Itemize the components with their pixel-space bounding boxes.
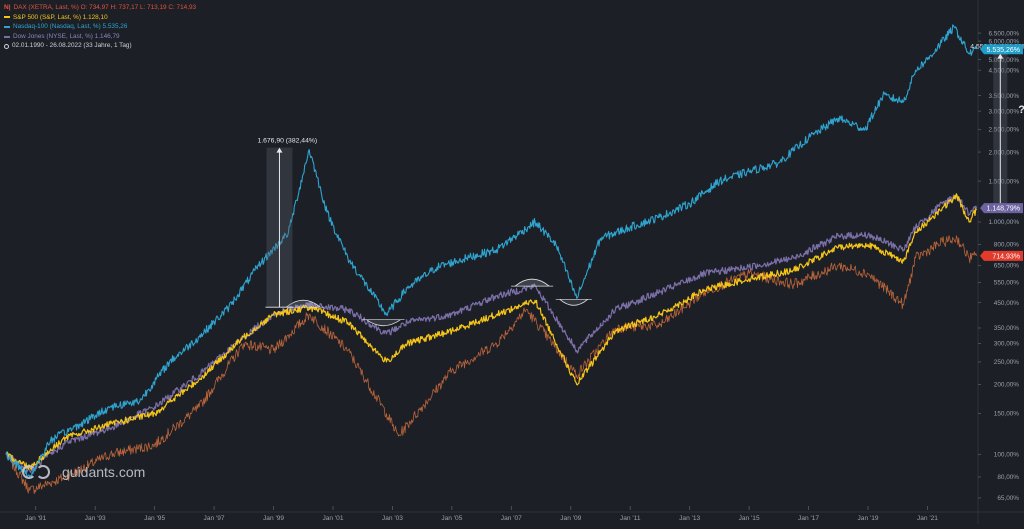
y-tick-label: 650,00% [994, 263, 1020, 270]
y-tick-label: 200,00% [994, 382, 1020, 389]
y-tick-label: 80,00% [997, 474, 1019, 481]
watermark: guidants.com [22, 462, 145, 482]
legend-item-dax[interactable]: N| DAX (XETRA, Last, %) O: 734,97 H: 737… [4, 3, 196, 13]
clock-icon [4, 43, 9, 49]
legend-nasdaq-label: Nasdaq-100 (Nasdaq, Last, %) 5.535,26 [13, 23, 128, 31]
y-tick-label: 65,00% [997, 495, 1019, 502]
x-tick-label: Jan '17 [798, 515, 819, 522]
dow-value-badge: 1.148,79% [980, 203, 1023, 214]
y-axis: 6.000,00%6.500,00% 5.000,00% 4.500,00% 3.50… [978, 30, 1019, 502]
arrow-up-icon [997, 53, 1004, 59]
x-tick-label: Jan '13 [679, 515, 700, 522]
x-tick-label: Jan '93 [85, 515, 106, 522]
y-tick-label: 350,00% [994, 325, 1020, 332]
y-tick-label: 800,00% [994, 242, 1020, 249]
legend-sp500-label: S&P 500 (S&P, Last, %) 1.128,10 [13, 13, 108, 21]
question-marks: ?? [1018, 104, 1024, 116]
dax-logo-icon: N| [4, 4, 11, 11]
y-tick-label: 100,00% [994, 452, 1020, 459]
x-tick-label: Jan '91 [25, 515, 46, 522]
dax-value-badge-bg [980, 250, 1023, 261]
dow-swatch-icon [4, 35, 10, 38]
guidants-logo-icon [22, 462, 56, 482]
dow-value-badge-text: 1.148,79% [987, 206, 1020, 213]
nasdaq-swatch-icon [4, 25, 10, 28]
y-tick-label: 450,00% [994, 300, 1020, 307]
sp500-swatch-icon [4, 16, 10, 19]
x-tick-label: Jan '95 [144, 515, 165, 522]
y-tick-label: 2.500,00% [988, 127, 1019, 134]
y-tick-label: 3.000,00% [988, 108, 1019, 115]
legend: N| DAX (XETRA, Last, %) O: 734,97 H: 737… [4, 3, 196, 51]
y-tick-label: 4.500,00% [988, 67, 1019, 74]
y-tick-label: 2.000,00% [988, 149, 1019, 156]
legend-dow-label: Dow Jones (NYSE, Last, %) 1.146,79 [13, 32, 120, 40]
dax-value-badge: 714,93% [980, 250, 1023, 261]
y-tick-label: 300,00% [994, 341, 1020, 348]
y-tick-label: 150,00% [994, 411, 1020, 418]
dax-series-line [5, 235, 977, 494]
x-tick-label: Jan '05 [441, 515, 462, 522]
x-tick-label: Jan '03 [382, 515, 403, 522]
y-tick-label: 1.000,00% [988, 219, 1019, 226]
nasdaq-series-line [5, 24, 978, 478]
sp500-series-line [5, 193, 978, 470]
nasdaq-value-badge: 5.535,26% [980, 44, 1023, 55]
x-tick-label: Jan '99 [263, 515, 284, 522]
legend-range-label: 02.01.1990 - 26.08.2022 (33 Jahre, 1 Tag… [12, 42, 132, 50]
x-tick-label: Jan '07 [501, 515, 522, 522]
x-tick-label: Jan '97 [204, 515, 225, 522]
watermark-text: guidants.com [62, 464, 146, 480]
legend-item-nasdaq[interactable]: Nasdaq-100 (Nasdaq, Last, %) 5.535,26 [4, 22, 196, 32]
annotation-arc-2000 [285, 299, 321, 308]
legend-item-dow[interactable]: Dow Jones (NYSE, Last, %) 1.146,79 [4, 32, 196, 42]
nasdaq-value-badge-text: 5.535,26% [987, 47, 1020, 54]
measure-label-left: 1.676,90 (382,44%) [257, 138, 317, 145]
x-tick-label: Jan '19 [857, 515, 878, 522]
y-tick-label: 550,00% [994, 280, 1020, 287]
arrow-up-icon [276, 147, 283, 153]
y-tick-label: 6.500,00% [988, 30, 1019, 37]
x-tick-label: Jan '11 [620, 515, 641, 522]
annotation-arc-2009 [559, 298, 589, 306]
annotation-arc-2007 [514, 278, 550, 287]
legend-dax-label: DAX (XETRA, Last, %) O: 734,97 H: 737,17… [13, 4, 197, 11]
x-tick-label: Jan '21 [917, 515, 938, 522]
y-tick-label: 5.000,00% [988, 57, 1019, 64]
x-axis: Jan '91 Jan '93 Jan '95 Jan '97 Jan '99 Jan '… [25, 506, 938, 522]
y-tick-label: 6.000,00% [988, 38, 1019, 45]
y-tick-label: 3.500,00% [988, 93, 1019, 100]
y-tick-label: 1.500,00% [988, 178, 1019, 185]
dow-jones-series-line [5, 193, 978, 473]
y-tick-label: 250,00% [994, 359, 1020, 366]
dax-value-badge-text: 714,93% [992, 253, 1020, 260]
nasdaq-value-badge-bg [980, 44, 1023, 55]
x-tick-label: Jan '15 [739, 515, 760, 522]
x-tick-label: Jan '09 [560, 515, 581, 522]
legend-item-sp500[interactable]: S&P 500 (S&P, Last, %) 1.128,10 [4, 13, 196, 23]
annotation-arc-2002 [366, 319, 401, 327]
legend-date-range[interactable]: 02.01.1990 - 26.08.2022 (33 Jahre, 1 Tag… [4, 41, 196, 51]
dow-value-badge-bg [980, 203, 1023, 214]
x-tick-label: Jan '01 [322, 515, 343, 522]
